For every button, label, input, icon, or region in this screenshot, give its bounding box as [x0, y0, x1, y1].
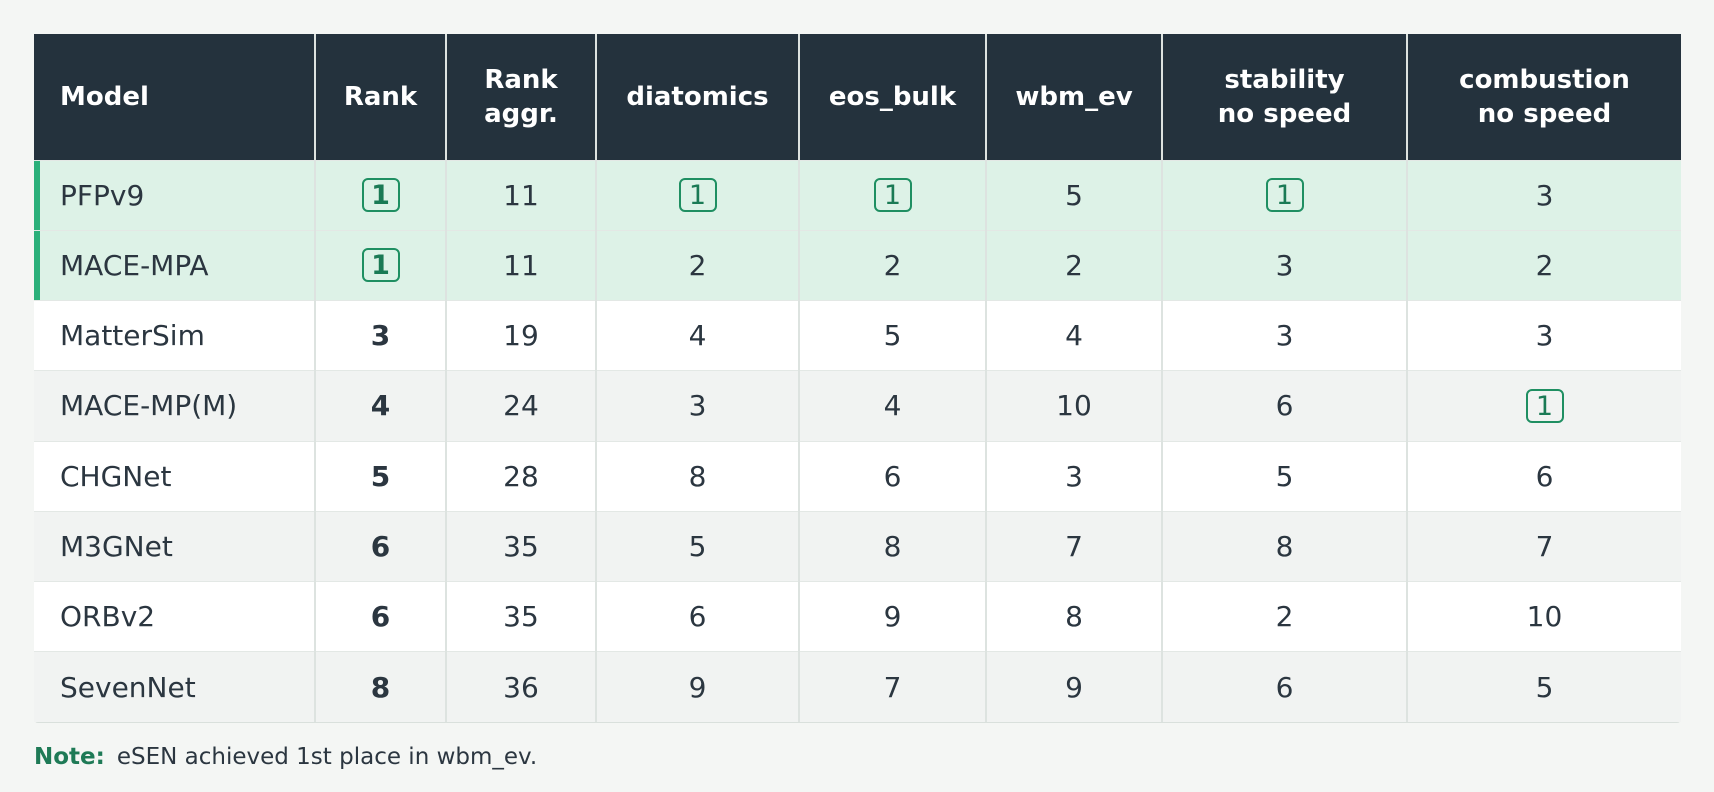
first-place-badge: 1 — [361, 248, 400, 283]
model-cell: MACE-MP(M) — [34, 370, 315, 441]
column-header-label: eos_bulk — [828, 81, 957, 112]
column-header-eos-bulk[interactable]: eos_bulk — [798, 34, 986, 160]
first-place-badge: 1 — [678, 178, 717, 213]
column-header-label: combustion no speed — [1459, 64, 1630, 129]
table-row: SevenNet 8 36 9 7 9 6 5 — [34, 651, 1681, 722]
diatomics-cell: 2 — [595, 229, 799, 301]
combustion-cell: 6 — [1406, 440, 1681, 512]
note-label: Note: — [34, 744, 105, 770]
wbm-ev-cell: 2 — [985, 229, 1162, 301]
eos-bulk-cell: 1 — [798, 159, 986, 231]
first-place-badge: 1 — [361, 178, 400, 213]
rank-cell: 1 — [314, 229, 446, 301]
table-row: MatterSim 3 19 4 5 4 3 3 — [34, 299, 1681, 371]
rank-aggr-cell: 19 — [445, 299, 596, 371]
wbm-ev-cell: 8 — [985, 580, 1162, 652]
table-row: M3GNet 6 35 5 8 7 8 7 — [34, 510, 1681, 582]
column-header-label: wbm_ev — [1015, 81, 1133, 112]
footnote: Note: eSEN achieved 1st place in wbm_ev. — [34, 744, 537, 770]
column-header-label: diatomics — [626, 81, 769, 112]
column-header-label: Rank — [343, 81, 418, 112]
wbm-ev-cell: 4 — [985, 299, 1162, 371]
eos-bulk-cell: 4 — [798, 370, 986, 441]
model-cell: SevenNet — [34, 651, 315, 722]
diatomics-cell: 4 — [595, 299, 799, 371]
wbm-ev-cell: 9 — [985, 651, 1162, 722]
model-cell: ORBv2 — [34, 580, 315, 652]
wbm-ev-cell: 3 — [985, 440, 1162, 512]
diatomics-cell: 5 — [595, 510, 799, 582]
column-header-label: Rank aggr. — [484, 64, 558, 129]
stability-cell: 6 — [1161, 370, 1407, 441]
stability-cell: 3 — [1161, 299, 1407, 371]
diatomics-cell: 6 — [595, 580, 799, 652]
model-cell: CHGNet — [34, 440, 315, 512]
model-cell: M3GNet — [34, 510, 315, 582]
rank-cell: 3 — [314, 299, 446, 371]
first-place-badge: 1 — [873, 178, 912, 213]
rank-cell: 1 — [314, 159, 446, 231]
stability-cell: 8 — [1161, 510, 1407, 582]
column-header-wbm-ev[interactable]: wbm_ev — [985, 34, 1162, 160]
wbm-ev-cell: 10 — [985, 370, 1162, 441]
rank-cell: 4 — [314, 370, 446, 441]
diatomics-cell: 1 — [595, 159, 799, 231]
combustion-cell: 10 — [1406, 580, 1681, 652]
wbm-ev-cell: 7 — [985, 510, 1162, 582]
rank-cell: 5 — [314, 440, 446, 512]
wbm-ev-cell: 5 — [985, 159, 1162, 231]
eos-bulk-cell: 6 — [798, 440, 986, 512]
rank-cell: 6 — [314, 510, 446, 582]
combustion-cell: 1 — [1406, 370, 1681, 441]
stability-cell: 1 — [1161, 159, 1407, 231]
stability-cell: 2 — [1161, 580, 1407, 652]
rank-aggr-cell: 11 — [445, 229, 596, 301]
column-header-combustion[interactable]: combustion no speed — [1406, 34, 1681, 160]
stability-cell: 5 — [1161, 440, 1407, 512]
eos-bulk-cell: 2 — [798, 229, 986, 301]
rank-aggr-cell: 36 — [445, 651, 596, 722]
diatomics-cell: 9 — [595, 651, 799, 722]
combustion-cell: 7 — [1406, 510, 1681, 582]
rank-cell: 6 — [314, 580, 446, 652]
column-header-model[interactable]: Model — [34, 34, 315, 160]
combustion-cell: 2 — [1406, 229, 1681, 301]
column-header-rank[interactable]: Rank — [314, 34, 446, 160]
rank-aggr-cell: 24 — [445, 370, 596, 441]
model-cell: PFPv9 — [34, 159, 315, 231]
table-row: MACE-MPA 1 11 2 2 2 3 2 — [34, 229, 1681, 301]
eos-bulk-cell: 9 — [798, 580, 986, 652]
column-header-stability[interactable]: stability no speed — [1161, 34, 1407, 160]
stability-cell: 3 — [1161, 229, 1407, 301]
model-cell: MACE-MPA — [34, 229, 315, 301]
combustion-cell: 3 — [1406, 159, 1681, 231]
diatomics-cell: 8 — [595, 440, 799, 512]
column-header-label: stability no speed — [1217, 64, 1352, 129]
diatomics-cell: 3 — [595, 370, 799, 441]
eos-bulk-cell: 5 — [798, 299, 986, 371]
rank-aggr-cell: 35 — [445, 510, 596, 582]
table-row: CHGNet 5 28 8 6 3 5 6 — [34, 440, 1681, 512]
first-place-badge: 1 — [1265, 178, 1304, 213]
note-text: eSEN achieved 1st place in wbm_ev. — [116, 744, 538, 770]
rank-aggr-cell: 35 — [445, 580, 596, 652]
combustion-cell: 5 — [1406, 651, 1681, 722]
eos-bulk-cell: 7 — [798, 651, 986, 722]
eos-bulk-cell: 8 — [798, 510, 986, 582]
stability-cell: 6 — [1161, 651, 1407, 722]
rank-aggr-cell: 28 — [445, 440, 596, 512]
combustion-cell: 3 — [1406, 299, 1681, 371]
table-row: MACE-MP(M) 4 24 3 4 10 6 1 — [34, 370, 1681, 441]
model-cell: MatterSim — [34, 299, 315, 371]
column-header-label: Model — [60, 81, 149, 112]
table-row: PFPv9 1 11 1 1 5 1 3 — [34, 159, 1681, 231]
table-row: ORBv2 6 35 6 9 8 2 10 — [34, 580, 1681, 652]
header-row: Model Rank Rank aggr. diatomics eos_bulk … — [34, 34, 1681, 160]
first-place-badge: 1 — [1525, 388, 1564, 423]
leaderboard-table: Model Rank Rank aggr. diatomics eos_bulk … — [34, 34, 1681, 722]
column-header-rank-aggr[interactable]: Rank aggr. — [445, 34, 596, 160]
rank-cell: 8 — [314, 651, 446, 722]
rank-aggr-cell: 11 — [445, 159, 596, 231]
column-header-diatomics[interactable]: diatomics — [595, 34, 799, 160]
